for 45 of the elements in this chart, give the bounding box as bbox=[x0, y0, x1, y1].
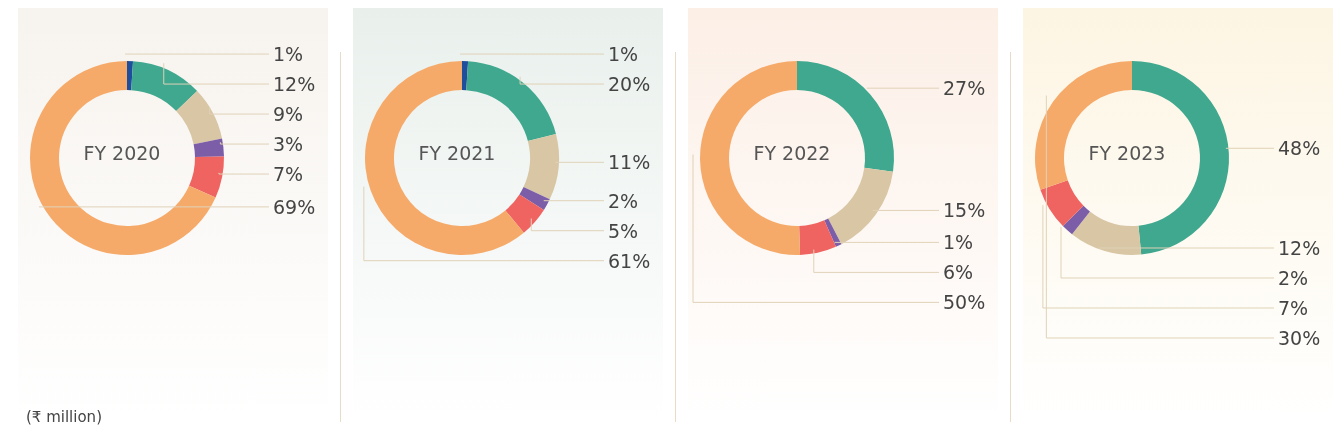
donut-slice bbox=[193, 138, 224, 157]
donut-slice bbox=[1072, 211, 1142, 255]
data-label: 7% bbox=[273, 163, 304, 186]
donut-slice bbox=[462, 61, 469, 91]
data-label: 12% bbox=[1278, 236, 1321, 259]
data-label: 11% bbox=[608, 151, 651, 174]
donut-slice bbox=[505, 194, 544, 233]
data-label: 6% bbox=[943, 261, 974, 284]
donut-slice bbox=[189, 156, 224, 198]
donut-slice bbox=[131, 61, 198, 112]
donut-slice bbox=[828, 167, 894, 245]
donut-slice bbox=[799, 220, 836, 255]
text: FY 2023 bbox=[1088, 142, 1166, 164]
donut-slice bbox=[1062, 205, 1090, 235]
data-label: 9% bbox=[273, 103, 304, 126]
data-label: 2% bbox=[608, 189, 639, 212]
data-label: 69% bbox=[273, 195, 316, 218]
data-label: 27% bbox=[943, 77, 986, 100]
donut-slice bbox=[466, 61, 556, 142]
donut-slice bbox=[176, 91, 223, 145]
text: FY 2021 bbox=[418, 142, 496, 164]
data-label: 12% bbox=[273, 73, 316, 96]
data-label: 15% bbox=[943, 199, 986, 222]
donut-slice bbox=[127, 61, 134, 91]
text: FY 2022 bbox=[753, 142, 831, 164]
data-label: 48% bbox=[1278, 137, 1321, 160]
donut-slice bbox=[519, 186, 550, 210]
data-label: 1% bbox=[608, 43, 639, 66]
donut-slice bbox=[30, 61, 216, 255]
data-label: 61% bbox=[608, 249, 651, 272]
data-label: 7% bbox=[1278, 296, 1309, 319]
text: (₹ million) bbox=[26, 408, 102, 426]
data-label: 3% bbox=[273, 133, 304, 156]
data-label: 1% bbox=[273, 43, 304, 66]
data-label: 5% bbox=[608, 219, 639, 242]
data-label: 1% bbox=[943, 231, 974, 254]
data-label: 20% bbox=[608, 73, 651, 96]
data-label: 30% bbox=[1278, 326, 1321, 349]
donut-slice bbox=[1040, 180, 1084, 227]
donut-slice bbox=[365, 61, 524, 255]
donut-slice bbox=[523, 133, 559, 200]
data-label: 50% bbox=[943, 291, 986, 314]
text: FY 2020 bbox=[83, 142, 161, 164]
donut-slice bbox=[824, 218, 842, 247]
data-label: 2% bbox=[1278, 266, 1309, 289]
